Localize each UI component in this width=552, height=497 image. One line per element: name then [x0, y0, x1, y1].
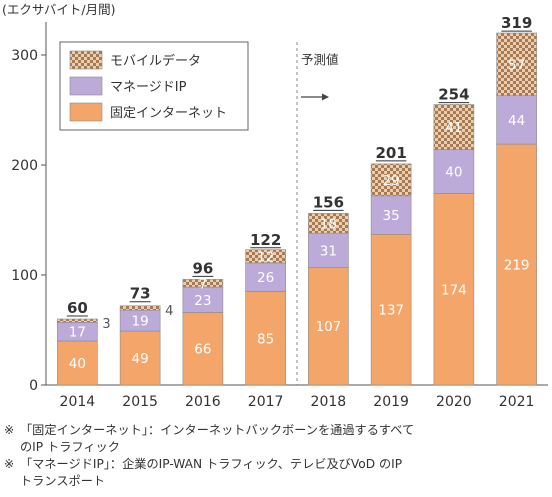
- total-label: 156: [313, 193, 344, 211]
- footnote-managed-ip: ※ 「マネージドIP」：企業のIP-WAN トラフィック、テレビ及びVoD のIP…: [4, 456, 552, 490]
- note-text: 「マネージドIP」：企業のIP-WAN トラフィック、テレビ及びVoD のIP: [20, 457, 403, 471]
- bar-segment: [496, 143, 537, 386]
- bar-segment: [119, 330, 161, 386]
- note-text-continued: トランスポート: [20, 474, 106, 488]
- total-label: 60: [67, 299, 88, 317]
- footnotes: ※ 「固定インターネット」：インターネットバックボーンを通過するすべて のIP ト…: [4, 422, 552, 490]
- data-label: 219: [504, 258, 530, 274]
- data-label: 29: [383, 173, 400, 189]
- data-label: 12: [257, 249, 274, 265]
- total-label: 96: [192, 259, 213, 277]
- note-text-continued: のIP トラフィック: [20, 440, 120, 454]
- bar-segment: [245, 249, 286, 264]
- data-label: 44: [508, 113, 525, 129]
- x-tick-label: 2017: [248, 394, 284, 410]
- bar-segment: [308, 232, 349, 268]
- data-label: 66: [194, 342, 211, 358]
- legend-label: マネージドIP: [110, 80, 187, 95]
- forecast-label: 予測値: [301, 52, 339, 67]
- x-tick-label: 2014: [60, 394, 96, 410]
- data-label: 23: [194, 293, 211, 309]
- data-label: 107: [315, 319, 341, 335]
- bar-segment: [182, 286, 224, 313]
- x-tick-label: 2015: [122, 394, 158, 410]
- y-tick-label: 0: [29, 378, 38, 394]
- x-tick-label: 2021: [499, 394, 535, 410]
- legend-swatch: [69, 50, 103, 70]
- total-label: 319: [501, 14, 532, 32]
- bar-segment: [433, 193, 475, 386]
- data-label: 40: [69, 356, 86, 372]
- data-label: 4: [165, 304, 173, 319]
- legend-label: モバイルデータ: [110, 53, 201, 69]
- bar-segment: [370, 195, 412, 235]
- note-mark: ※: [4, 457, 15, 471]
- x-tick-label: 2016: [185, 394, 221, 410]
- note-mark: ※: [4, 423, 15, 437]
- chart: (エクサバイト/月間) 0 100 200 300 予測値 2014 2015 2016 2017…: [2, 2, 548, 410]
- bar-segment: [496, 32, 537, 97]
- y-axis-unit-label: (エクサバイト/月間): [2, 2, 115, 17]
- y-tick-label: 200: [11, 158, 38, 174]
- data-label: 49: [132, 351, 149, 367]
- data-label: 26: [257, 270, 274, 286]
- y-tick-label: 300: [11, 48, 38, 64]
- bar-segment: [496, 95, 537, 145]
- bar-segment: [370, 163, 412, 197]
- footnote-fixed-internet: ※ 「固定インターネット」：インターネットバックボーンを通過するすべて のIP ト…: [4, 422, 552, 456]
- total-label: 254: [438, 86, 469, 104]
- bar-segment: [433, 149, 475, 194]
- data-label: 7: [199, 276, 208, 292]
- data-label: 17: [69, 325, 86, 341]
- legend-swatch: [69, 76, 103, 96]
- data-label: 174: [441, 282, 467, 298]
- x-tick-label: 2020: [436, 394, 472, 410]
- bar-segment: [370, 234, 412, 386]
- legend-label: 固定インターネット: [110, 106, 227, 121]
- y-tick-label: 100: [11, 268, 38, 284]
- data-label: 85: [257, 331, 274, 347]
- data-label: 18: [320, 216, 337, 232]
- x-tick-label: 2019: [373, 394, 409, 410]
- bar-segment: [119, 305, 161, 311]
- bar-segment: [308, 213, 349, 234]
- data-label: 40: [445, 165, 462, 181]
- data-label: 19: [132, 314, 149, 330]
- data-label: 137: [378, 303, 404, 319]
- bar-segment: [245, 262, 286, 292]
- total-label: 73: [130, 285, 151, 303]
- bar-segment: [308, 266, 349, 386]
- bar-segment: [57, 318, 98, 323]
- bar-segment: [57, 340, 98, 386]
- data-label: 41: [445, 120, 462, 136]
- total-label: 201: [375, 144, 406, 162]
- data-label: 57: [508, 57, 525, 73]
- bar-segment: [182, 312, 224, 386]
- bar-segment: [433, 104, 475, 150]
- bar-segment: [245, 291, 286, 386]
- bar-segment: [182, 279, 224, 288]
- legend-swatch: [69, 102, 103, 122]
- forecast-arrow-head: [322, 93, 329, 101]
- total-label: 122: [250, 231, 281, 249]
- x-tick-label: 2018: [311, 394, 347, 410]
- note-text: 「固定インターネット」：インターネットバックボーンを通過するすべて: [20, 423, 415, 437]
- data-label: 3: [102, 317, 110, 332]
- data-label: 31: [320, 243, 337, 259]
- data-label: 35: [383, 208, 400, 224]
